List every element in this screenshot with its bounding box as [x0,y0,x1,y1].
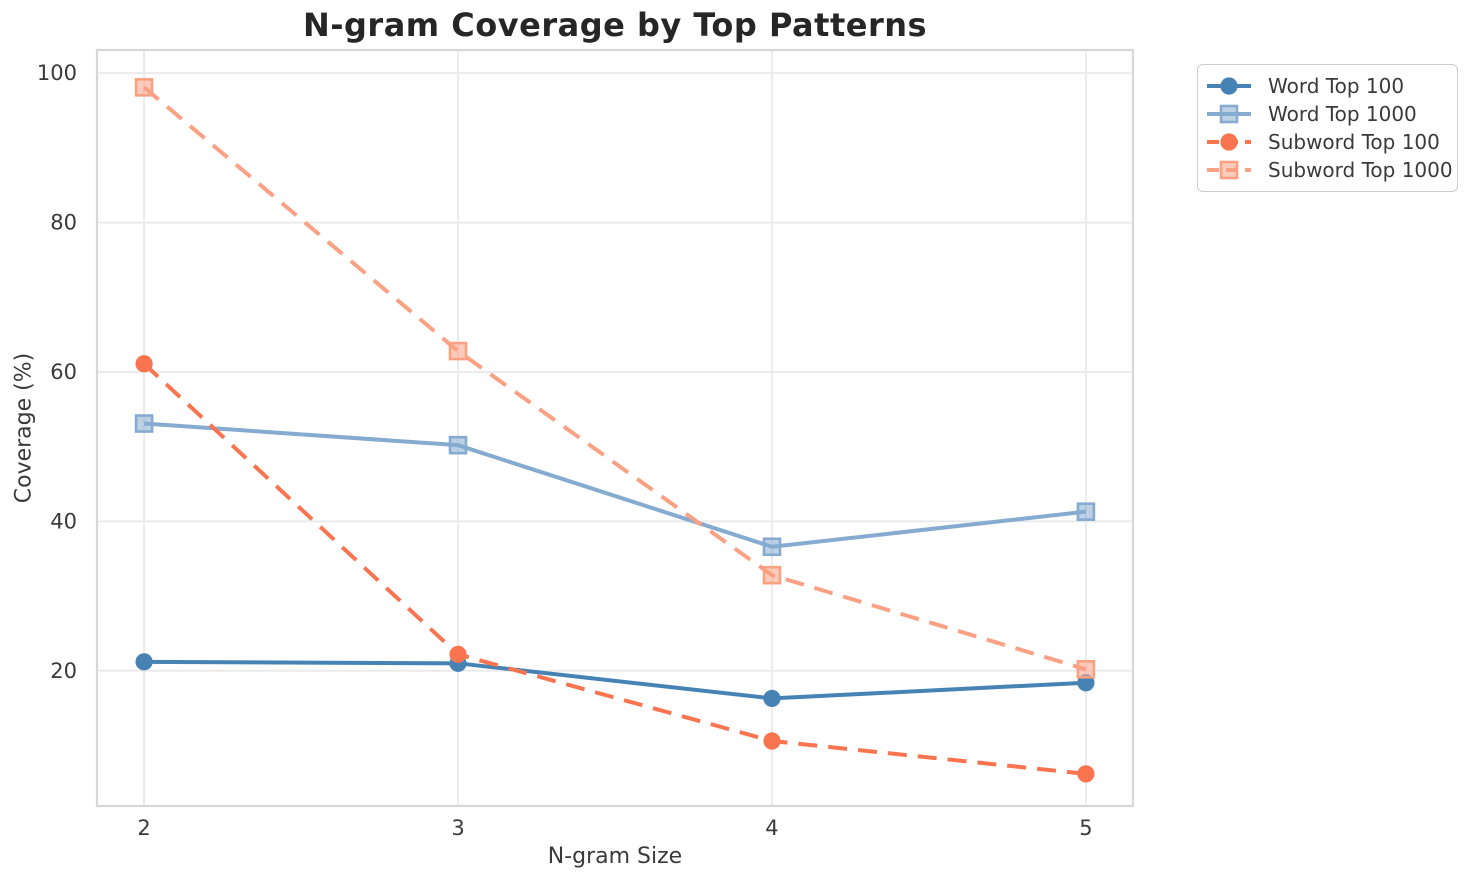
legend-label: Subword Top 100 [1268,130,1440,154]
x-tick-label: 4 [765,816,778,840]
legend-line-sample [1207,133,1251,151]
series-subword-top-1000 [134,78,1096,679]
data-point [135,653,153,671]
plot-border [95,48,1135,808]
data-point [134,414,154,433]
legend-marker [1219,160,1239,180]
data-point [448,341,468,361]
data-point [1077,765,1095,783]
series-line [142,362,1087,776]
y-tick-label: 20 [50,659,77,683]
y-axis-label: Coverage (%) [11,352,37,504]
legend-line-sample [1207,160,1251,180]
series-subword-top-100 [135,355,1095,783]
y-tick-label: 80 [50,211,77,235]
legend: Word Top 100 Word Top 1000 Subword Top 100… [1197,64,1458,192]
data-point [762,537,782,557]
data-point [1076,659,1096,679]
data-point [763,689,781,708]
legend-marker [1220,133,1238,151]
series-line [144,659,1087,701]
series-word-top-100 [135,653,1095,708]
data-point [448,435,468,455]
data-point [134,78,154,97]
legend-item: Word Top 100 [1206,72,1447,100]
chart-title: N-gram Coverage by Top Patterns [302,6,928,44]
legend-line-sample [1207,77,1251,95]
x-axis-label: N-gram Size [547,844,683,869]
y-tick-label: 60 [50,360,77,384]
legend-label: Word Top 1000 [1268,102,1417,126]
legend-label: Subword Top 1000 [1268,158,1453,182]
series-line [143,421,1087,549]
series-word-top-1000 [134,414,1096,557]
y-tick-label: 100 [37,61,77,85]
legend-marker [1220,77,1238,95]
x-tick-label: 2 [137,816,150,840]
legend-marker [1219,104,1239,124]
legend-item: Subword Top 1000 [1206,156,1453,184]
x-tick-label: 5 [1079,816,1092,840]
data-point [763,732,781,750]
data-point [135,355,153,373]
y-tick-label: 40 [50,509,77,533]
legend-label: Word Top 100 [1268,74,1405,98]
x-tick-label: 3 [451,816,464,840]
legend-item: Word Top 1000 [1206,100,1447,128]
data-point [762,565,782,585]
legend-item: Subword Top 100 [1206,128,1447,156]
series-line [142,85,1087,672]
data-point [449,645,467,663]
data-point [1076,502,1096,521]
legend-line-sample [1207,104,1251,124]
